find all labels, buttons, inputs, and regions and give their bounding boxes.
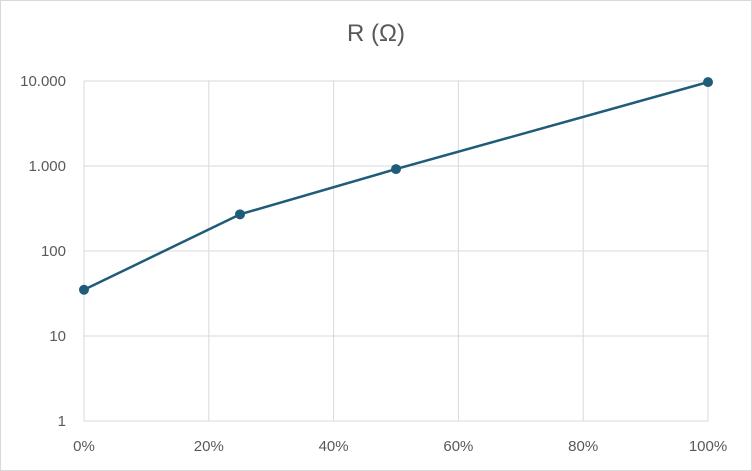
x-tick-label: 0% — [73, 438, 95, 455]
x-tick-label: 60% — [443, 438, 473, 455]
y-tick-label: 1 — [58, 413, 66, 430]
x-tick-label: 100% — [689, 438, 727, 455]
data-point — [703, 77, 713, 88]
y-tick-label: 10 — [49, 328, 66, 345]
y-tick-label: 100 — [41, 243, 66, 260]
x-axis-tick-labels: 0% 20% 40% 60% 80% 100% — [73, 438, 727, 455]
series-group — [79, 77, 713, 295]
data-point — [79, 284, 89, 295]
horizontal-gridlines — [84, 80, 708, 422]
x-tick-label: 80% — [568, 438, 598, 455]
data-point — [235, 209, 245, 220]
y-tick-label: 1.000 — [28, 158, 66, 175]
x-tick-label: 20% — [194, 438, 224, 455]
data-point — [391, 164, 401, 175]
series-line — [83, 80, 709, 291]
y-tick-label: 10.000 — [20, 73, 66, 90]
y-axis-tick-labels: 1 10 100 1.000 10.000 — [20, 73, 66, 430]
chart-title: R (Ω) — [347, 20, 405, 47]
x-tick-label: 40% — [319, 438, 349, 455]
